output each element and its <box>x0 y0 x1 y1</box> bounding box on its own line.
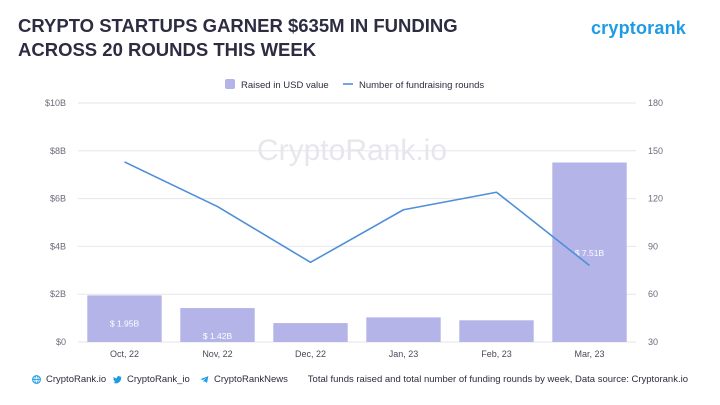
left-tick-label: $6B <box>50 194 66 204</box>
right-tick-label: 30 <box>648 337 658 347</box>
right-tick-label: 90 <box>648 241 658 251</box>
legend-swatch-raised <box>225 79 235 89</box>
telegram-icon <box>200 376 209 383</box>
bar <box>459 320 534 342</box>
title-line-2: ACROSS 20 ROUNDS THIS WEEK <box>18 39 317 60</box>
rounds-line <box>124 161 590 267</box>
x-tick-label: Oct, 22 <box>110 349 139 359</box>
footer-telegram-link[interactable]: CryptoRankNews <box>200 374 288 385</box>
x-tick-label: Feb, 23 <box>481 349 512 359</box>
footer: CryptoRank.io CryptoRank_io CryptoRankNe… <box>0 374 720 392</box>
footer-twitter-link[interactable]: CryptoRank_io <box>113 374 190 385</box>
bar <box>366 317 441 342</box>
bar <box>180 308 255 342</box>
x-tick-label: Jan, 23 <box>389 349 419 359</box>
grid <box>78 102 636 343</box>
footer-site-link[interactable]: CryptoRank.io <box>32 374 106 385</box>
footer-telegram: CryptoRankNews <box>214 374 288 385</box>
legend-label-rounds: Number of fundraising rounds <box>359 80 484 91</box>
right-tick-label: 180 <box>648 98 663 108</box>
left-tick-label: $0 <box>56 337 66 347</box>
x-tick-label: Mar, 23 <box>574 349 604 359</box>
globe-icon <box>32 375 41 384</box>
brand-logo[interactable]: cryptorank <box>590 18 686 38</box>
footer-twitter: CryptoRank_io <box>127 374 190 385</box>
bar <box>552 162 627 342</box>
twitter-icon <box>113 376 122 384</box>
bar-value-label: $ 1.03B <box>389 340 419 350</box>
right-tick-label: 150 <box>648 146 663 156</box>
x-tick-label: Dec, 22 <box>295 349 326 359</box>
left-tick-label: $10B <box>45 98 66 108</box>
left-tick-label: $4B <box>50 241 66 251</box>
legend-label-raised: Raised in USD value <box>241 80 329 91</box>
source-note: Total funds raised and total number of f… <box>307 374 688 385</box>
bars: $ 1.95B $ 1.42B $ 791.25M $ 1.03B $ 907.87M $… <box>87 162 627 356</box>
left-tick-label: $2B <box>50 289 66 299</box>
bar-value-label: $ 907.87M <box>476 343 516 353</box>
bar-value-label: $ 1.42B <box>203 331 233 341</box>
axes: $0 30 $2B 60 $4B 90 $6B 120 $8B 150 $10B 180 Oct, 22… <box>45 98 663 359</box>
page-title: CRYPTO STARTUPS GARNER $635M IN FUNDING … <box>18 14 538 62</box>
bar <box>87 295 162 342</box>
right-tick-label: 60 <box>648 289 658 299</box>
rounds-line-path <box>124 161 590 267</box>
bar <box>273 323 348 342</box>
funding-chart: CryptoRank.io Raised in USD value Number … <box>45 79 663 359</box>
legend: Raised in USD value Number of fundraising… <box>225 79 484 91</box>
title-line-1: CRYPTO STARTUPS GARNER $635M IN FUNDING <box>18 15 458 36</box>
footer-site: CryptoRank.io <box>46 374 107 385</box>
right-tick-label: 120 <box>648 194 663 204</box>
bar-value-label: $ 791.25M <box>290 346 330 356</box>
bar-value-label: $ 7.51B <box>575 248 605 258</box>
x-tick-label: Nov, 22 <box>202 349 232 359</box>
bar-value-label: $ 1.95B <box>110 318 140 328</box>
left-tick-label: $8B <box>50 146 66 156</box>
